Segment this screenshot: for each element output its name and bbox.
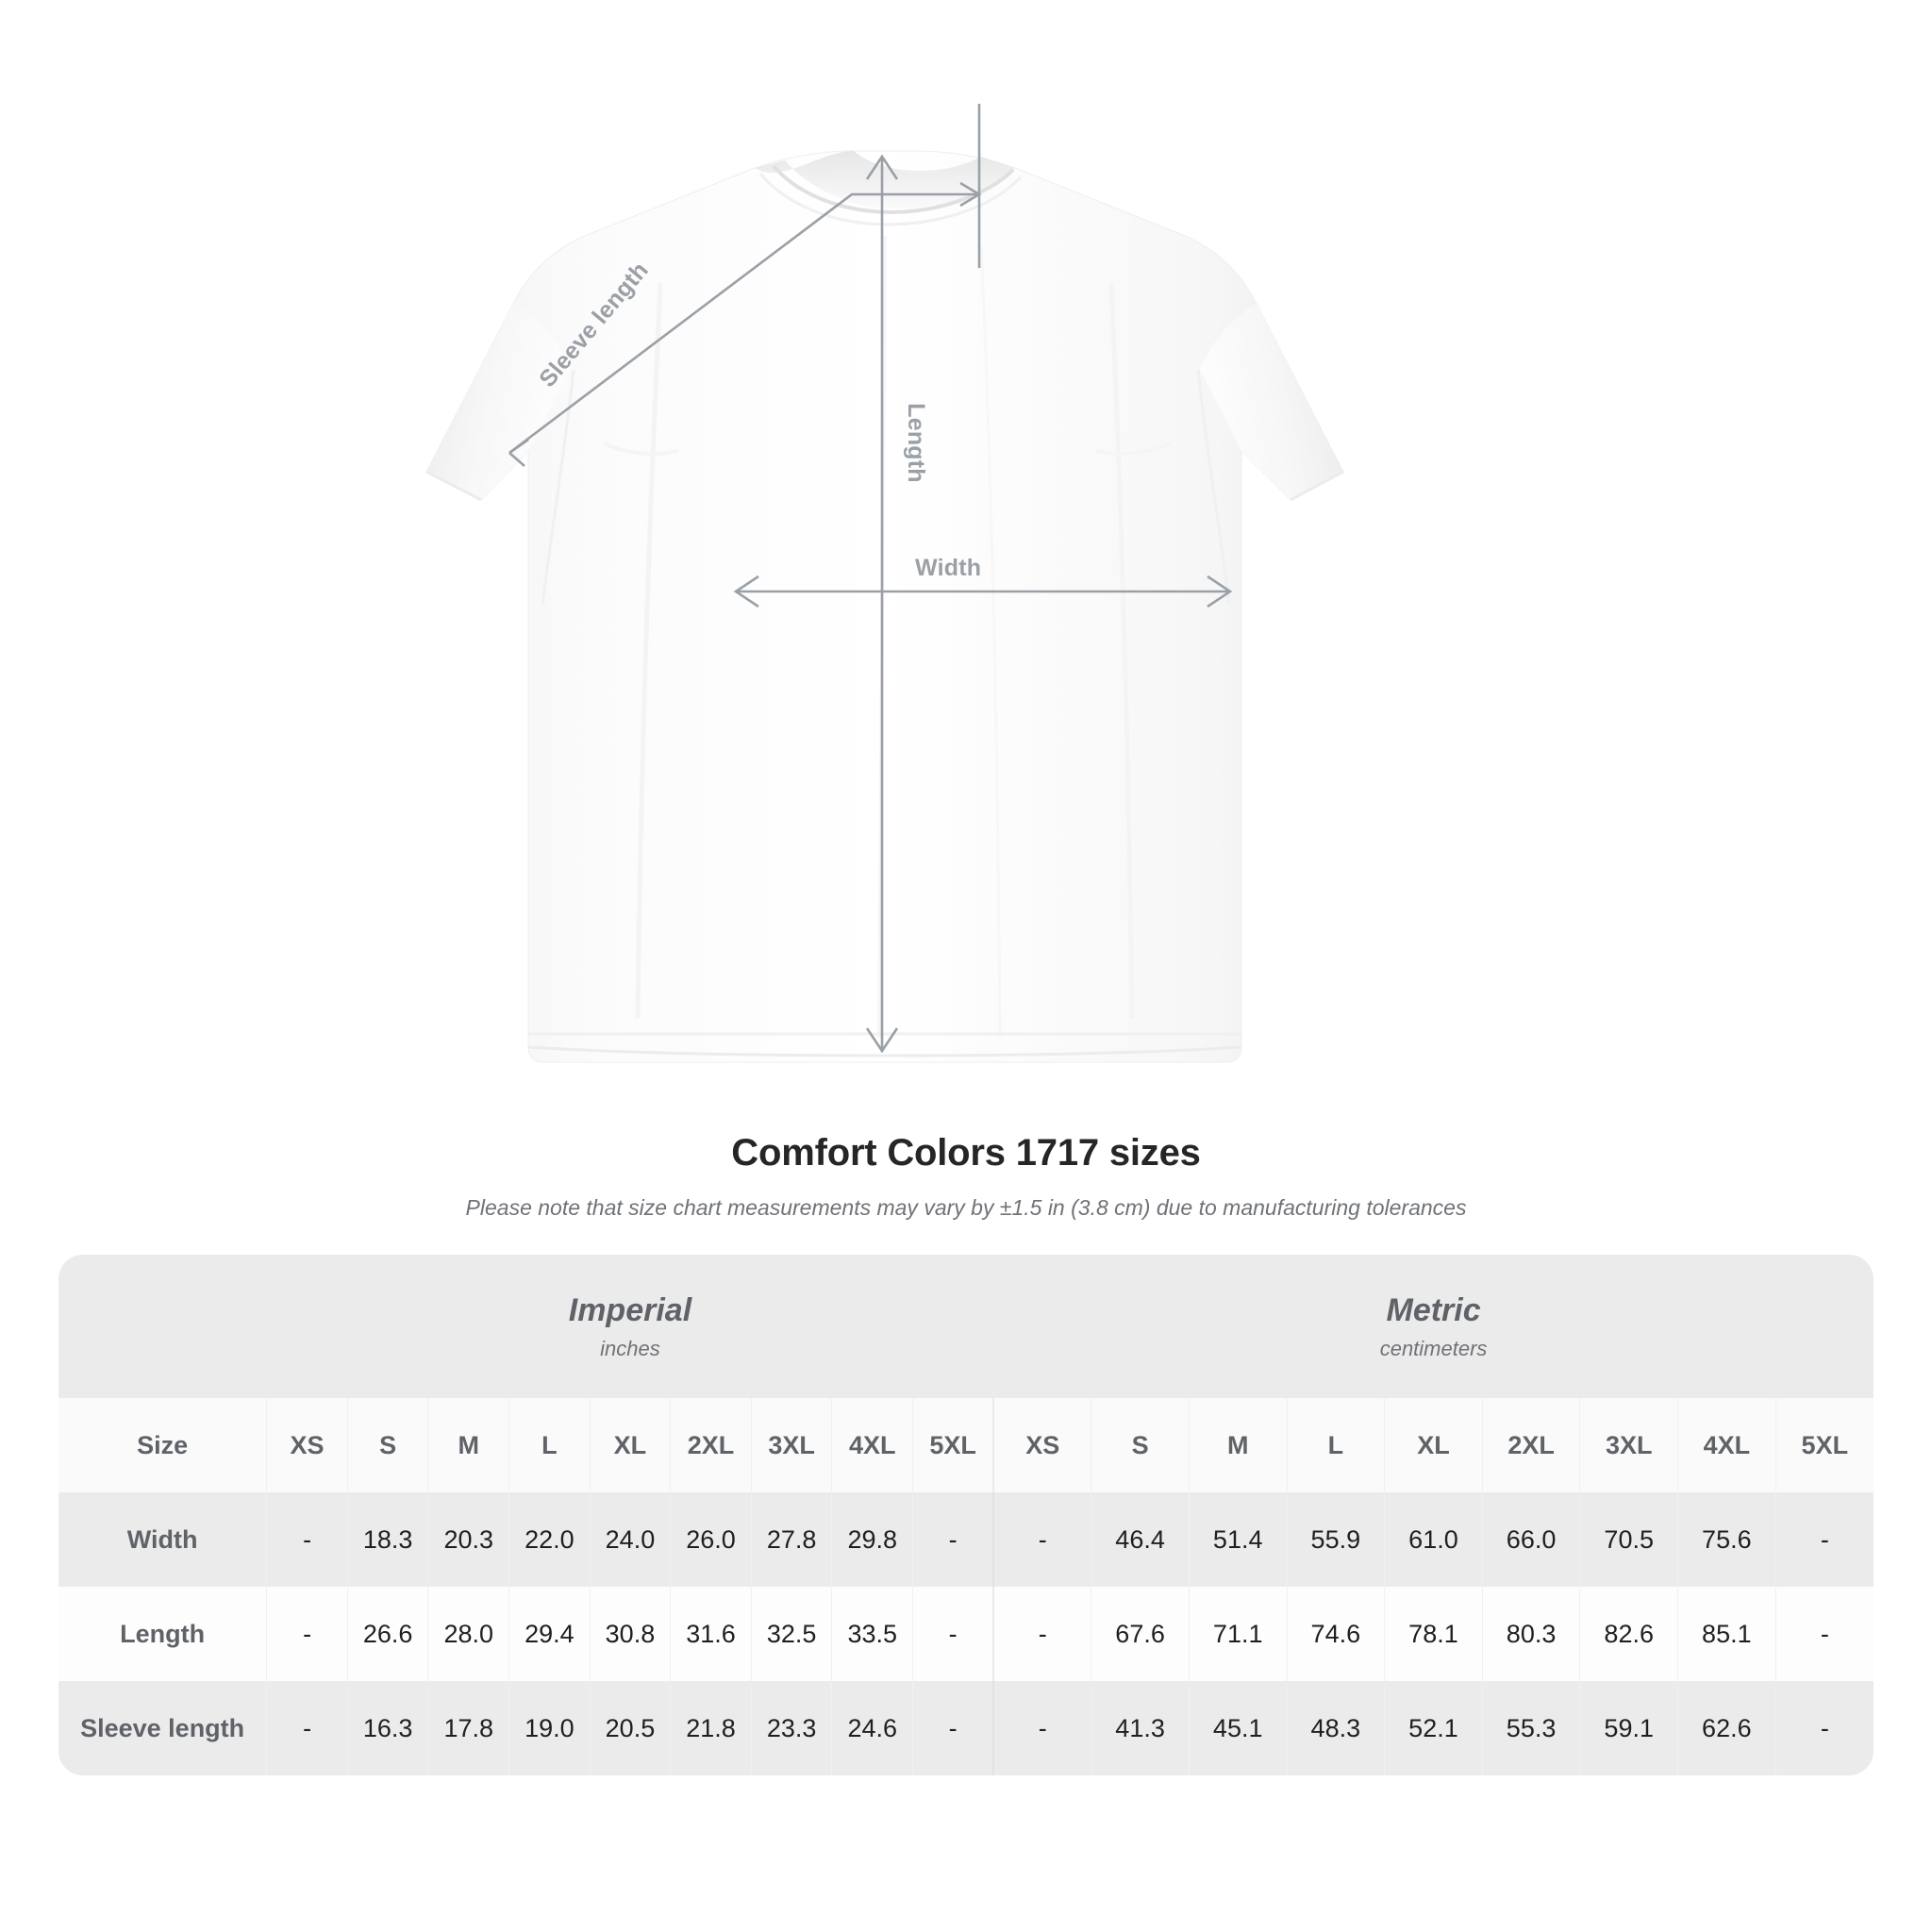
tolerance-note: Please note that size chart measurements…: [465, 1195, 1467, 1220]
cell-sleeve-metric-3xl: 59.1: [1579, 1681, 1678, 1775]
cell-sleeve-imperial-xl: 20.5: [589, 1681, 671, 1775]
cell-sleeve-imperial-m: 17.8: [427, 1681, 509, 1775]
cell-length-metric-5xl: -: [1774, 1587, 1874, 1681]
cell-length-imperial-3xl: 32.5: [750, 1587, 832, 1681]
unit-header-imperial: Imperial inches: [266, 1255, 994, 1398]
cell-width-imperial-xs: -: [266, 1492, 348, 1587]
cell-length-imperial-xs: -: [266, 1587, 348, 1681]
unit-sub-metric: centimeters: [1379, 1336, 1488, 1360]
size-header-imperial-3xl: 3XL: [750, 1398, 832, 1492]
cell-width-metric-4xl: 75.6: [1677, 1492, 1776, 1587]
cell-length-metric-l: 74.6: [1286, 1587, 1385, 1681]
size-header-imperial-l: L: [508, 1398, 591, 1492]
cell-width-metric-2xl: 66.0: [1481, 1492, 1580, 1587]
cell-sleeve-imperial-2xl: 21.8: [670, 1681, 752, 1775]
size-header-imperial-5xl: 5XL: [912, 1398, 994, 1492]
cell-width-imperial-l: 22.0: [508, 1492, 591, 1587]
cell-sleeve-metric-s: 41.3: [1091, 1681, 1190, 1775]
unit-sub-imperial: inches: [600, 1336, 660, 1360]
size-header-metric-4xl: 4XL: [1677, 1398, 1776, 1492]
size-header-metric-xl: XL: [1384, 1398, 1483, 1492]
cell-width-imperial-4xl: 29.8: [831, 1492, 913, 1587]
size-header-imperial-xs: XS: [266, 1398, 348, 1492]
unit-header-metric: Metric centimeters: [993, 1255, 1874, 1398]
size-header-imperial-xl: XL: [589, 1398, 671, 1492]
unit-name-metric: Metric: [1386, 1291, 1481, 1328]
cell-width-metric-xs: -: [992, 1492, 1091, 1587]
size-header-imperial-m: M: [427, 1398, 509, 1492]
cell-sleeve-metric-2xl: 55.3: [1481, 1681, 1580, 1775]
size-header-metric-3xl: 3XL: [1579, 1398, 1678, 1492]
cell-length-imperial-4xl: 33.5: [831, 1587, 913, 1681]
size-table: Imperial inches Metric centimeters Size …: [58, 1255, 1874, 1775]
cell-sleeve-metric-xs: -: [992, 1681, 1091, 1775]
cell-width-imperial-xl: 24.0: [589, 1492, 671, 1587]
cell-sleeve-imperial-xs: -: [266, 1681, 348, 1775]
unit-header-row: Imperial inches Metric centimeters: [58, 1255, 1874, 1398]
cell-length-imperial-5xl: -: [912, 1587, 994, 1681]
cell-length-metric-3xl: 82.6: [1579, 1587, 1678, 1681]
cell-sleeve-imperial-3xl: 23.3: [750, 1681, 832, 1775]
cell-length-metric-4xl: 85.1: [1677, 1587, 1776, 1681]
cell-sleeve-metric-4xl: 62.6: [1677, 1681, 1776, 1775]
cell-sleeve-imperial-s: 16.3: [346, 1681, 428, 1775]
cell-length-imperial-2xl: 31.6: [670, 1587, 752, 1681]
size-table-wrap: Imperial inches Metric centimeters Size …: [58, 1255, 1874, 1775]
size-header-imperial-4xl: 4XL: [831, 1398, 913, 1492]
cell-sleeve-metric-5xl: -: [1774, 1681, 1874, 1775]
cell-width-metric-3xl: 70.5: [1579, 1492, 1678, 1587]
unit-header-spacer: [58, 1255, 267, 1398]
cell-length-metric-xl: 78.1: [1384, 1587, 1483, 1681]
unit-name-imperial: Imperial: [568, 1291, 692, 1328]
cell-length-imperial-xl: 30.8: [589, 1587, 671, 1681]
size-header-metric-2xl: 2XL: [1481, 1398, 1580, 1492]
cell-width-imperial-s: 18.3: [346, 1492, 428, 1587]
cell-width-imperial-2xl: 26.0: [670, 1492, 752, 1587]
tshirt-illustration-icon: [425, 150, 1344, 1063]
size-header-imperial-2xl: 2XL: [670, 1398, 752, 1492]
size-header-metric-xs: XS: [992, 1398, 1091, 1492]
size-label-cell: Size: [58, 1398, 267, 1492]
table-row: Length - 26.6 28.0 29.4 30.8 31.6 32.5 3…: [58, 1587, 1874, 1681]
cell-sleeve-metric-m: 45.1: [1188, 1681, 1288, 1775]
cell-length-imperial-l: 29.4: [508, 1587, 591, 1681]
size-header-metric-s: S: [1091, 1398, 1190, 1492]
cell-sleeve-metric-l: 48.3: [1286, 1681, 1385, 1775]
cell-length-imperial-m: 28.0: [427, 1587, 509, 1681]
size-header-imperial-s: S: [346, 1398, 428, 1492]
cell-length-imperial-s: 26.6: [346, 1587, 428, 1681]
size-header-metric-m: M: [1188, 1398, 1288, 1492]
cell-length-metric-xs: -: [992, 1587, 1091, 1681]
row-label-length: Length: [58, 1587, 267, 1681]
title-block: Comfort Colors 1717 sizes Please note th…: [0, 1132, 1932, 1221]
annotation-width: Width: [915, 555, 982, 581]
measurement-arrows: [508, 104, 1233, 1054]
row-label-width: Width: [58, 1492, 267, 1587]
cell-width-metric-m: 51.4: [1188, 1492, 1288, 1587]
cell-length-metric-2xl: 80.3: [1481, 1587, 1580, 1681]
cell-width-metric-l: 55.9: [1286, 1492, 1385, 1587]
cell-sleeve-metric-xl: 52.1: [1384, 1681, 1483, 1775]
annotation-length: Length: [902, 403, 929, 483]
table-row: Width - 18.3 20.3 22.0 24.0 26.0 27.8 29…: [58, 1492, 1874, 1587]
cell-width-metric-s: 46.4: [1091, 1492, 1190, 1587]
cell-length-metric-m: 71.1: [1188, 1587, 1288, 1681]
cell-width-metric-xl: 61.0: [1384, 1492, 1483, 1587]
cell-sleeve-imperial-5xl: -: [912, 1681, 994, 1775]
cell-width-metric-5xl: -: [1774, 1492, 1874, 1587]
cell-width-imperial-m: 20.3: [427, 1492, 509, 1587]
product-illustration: Sleeve length Length Width: [425, 104, 1344, 1063]
page-title: Comfort Colors 1717 sizes: [731, 1132, 1201, 1174]
table-row: Sleeve length - 16.3 17.8 19.0 20.5 21.8…: [58, 1681, 1874, 1775]
size-header-row: Size XS S M L XL 2XL 3XL 4XL 5XL XS S M …: [58, 1398, 1874, 1492]
cell-width-imperial-3xl: 27.8: [750, 1492, 832, 1587]
cell-length-metric-s: 67.6: [1091, 1587, 1190, 1681]
size-header-metric-5xl: 5XL: [1774, 1398, 1874, 1492]
row-label-sleeve-length: Sleeve length: [58, 1681, 267, 1775]
cell-sleeve-imperial-4xl: 24.6: [831, 1681, 913, 1775]
cell-width-imperial-5xl: -: [912, 1492, 994, 1587]
cell-sleeve-imperial-l: 19.0: [508, 1681, 591, 1775]
size-header-metric-l: L: [1286, 1398, 1385, 1492]
